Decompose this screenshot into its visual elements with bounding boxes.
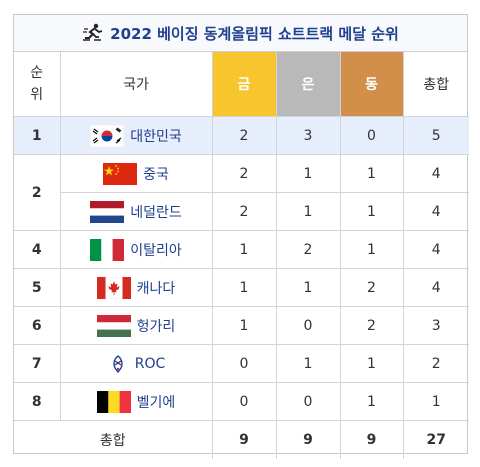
country-name: 네덜란드 <box>130 204 182 221</box>
country-cell: 대한민국 <box>59 116 213 155</box>
silver-cell: 3 <box>275 116 341 155</box>
total-cell: 4 <box>402 154 469 193</box>
totals-row: 총합 9 9 9 27 <box>14 420 469 459</box>
rank-cell: 6 <box>14 306 61 345</box>
bronze-cell: 1 <box>339 344 404 383</box>
header-country: 국가 <box>59 52 213 117</box>
china-flag-icon <box>103 162 138 185</box>
gold-cell: 1 <box>211 306 277 345</box>
medal-table: 순 위 국가 금 은 동 총합 1 <box>14 52 469 459</box>
gold-cell: 2 <box>211 116 277 155</box>
bronze-cell: 2 <box>339 306 404 345</box>
totals-total: 27 <box>402 420 469 459</box>
medal-table-panel: 2022 베이징 동계올림픽 쇼트트랙 메달 순위 순 위 국가 금 은 동 총… <box>13 14 469 459</box>
country-cell: 벨기에 <box>59 382 213 421</box>
netherlands-flag-icon <box>90 200 125 223</box>
table-row: 5 캐나다 1 <box>14 268 469 307</box>
silver-cell: 1 <box>275 344 341 383</box>
table-row: 1 대한민국 2 <box>14 116 469 155</box>
country-name: 벨기에 <box>136 394 176 411</box>
country-cell: 이탈리아 <box>59 230 213 269</box>
silver-cell: 2 <box>275 230 341 269</box>
gold-cell: 2 <box>211 192 277 231</box>
totals-bronze: 9 <box>339 420 404 459</box>
rank-cell: 5 <box>14 268 61 307</box>
header-row: 순 위 국가 금 은 동 총합 <box>14 52 469 117</box>
rank-cell: 1 <box>14 116 61 155</box>
total-cell: 4 <box>402 230 469 269</box>
total-cell: 4 <box>402 192 469 231</box>
korea-flag-icon <box>89 124 125 147</box>
country-name: 캐나다 <box>136 280 176 297</box>
total-cell: 5 <box>402 116 469 155</box>
country-cell: 중국 <box>59 154 213 193</box>
header-bronze: 동 <box>339 52 404 117</box>
country-cell: 네덜란드 <box>60 192 213 231</box>
totals-gold: 9 <box>211 420 277 459</box>
table-row: 8 벨기에 0 0 1 <box>14 382 469 421</box>
country-name: 헝가리 <box>136 318 176 335</box>
table-row: 7 ROC 0 <box>14 344 469 383</box>
silver-cell: 0 <box>275 382 341 421</box>
country-name: ROC <box>134 355 166 372</box>
bronze-cell: 1 <box>339 192 404 231</box>
header-gold: 금 <box>211 52 277 117</box>
belgium-flag-icon <box>96 390 131 413</box>
country-cell: 캐나다 <box>59 268 213 307</box>
gold-cell: 2 <box>211 154 277 193</box>
gold-cell: 0 <box>211 344 277 383</box>
silver-cell: 1 <box>275 268 341 307</box>
totals-silver: 9 <box>275 420 341 459</box>
total-cell: 1 <box>402 382 469 421</box>
table-row: 6 헝가리 1 0 2 <box>14 306 469 345</box>
total-cell: 2 <box>402 344 469 383</box>
shorttrack-skater-icon <box>82 23 104 43</box>
table-title: 2022 베이징 동계올림픽 쇼트트랙 메달 순위 <box>14 15 467 52</box>
country-cell: ROC <box>59 344 213 383</box>
bronze-cell: 0 <box>339 116 404 155</box>
bronze-cell: 1 <box>339 154 404 193</box>
bronze-cell: 2 <box>339 268 404 307</box>
total-cell: 3 <box>402 306 469 345</box>
table-row: 2 중국 <box>14 154 469 231</box>
rank-cell: 8 <box>14 382 61 421</box>
canada-flag-icon <box>96 276 131 299</box>
roc-emblem-icon <box>107 353 129 375</box>
bronze-cell: 1 <box>339 230 404 269</box>
country-name: 중국 <box>143 166 169 183</box>
table-row: 네덜란드 2 1 1 4 <box>14 192 469 231</box>
header-rank: 순 위 <box>14 52 61 117</box>
rank-cell: 7 <box>14 344 61 383</box>
silver-cell: 1 <box>275 154 341 193</box>
header-rank-line1: 순 <box>30 65 44 81</box>
country-cell: 헝가리 <box>59 306 213 345</box>
total-cell: 4 <box>402 268 469 307</box>
table-row: 4 이탈리아 1 2 1 <box>14 230 469 269</box>
header-silver: 은 <box>275 52 341 117</box>
rank-cell: 4 <box>14 230 61 269</box>
country-name: 대한민국 <box>130 128 182 145</box>
country-name: 이탈리아 <box>130 242 182 259</box>
gold-cell: 1 <box>211 268 277 307</box>
silver-cell: 1 <box>275 192 341 231</box>
header-rank-line2: 위 <box>30 87 44 103</box>
gold-cell: 1 <box>211 230 277 269</box>
italy-flag-icon <box>90 238 125 261</box>
hungary-flag-icon <box>96 314 131 337</box>
header-total: 총합 <box>402 52 469 117</box>
silver-cell: 0 <box>275 306 341 345</box>
bronze-cell: 1 <box>339 382 404 421</box>
totals-label: 총합 <box>14 420 213 459</box>
rank-cell: 2 <box>14 154 61 231</box>
table-title-text: 2022 베이징 동계올림픽 쇼트트랙 메달 순위 <box>110 24 399 43</box>
gold-cell: 0 <box>211 382 277 421</box>
